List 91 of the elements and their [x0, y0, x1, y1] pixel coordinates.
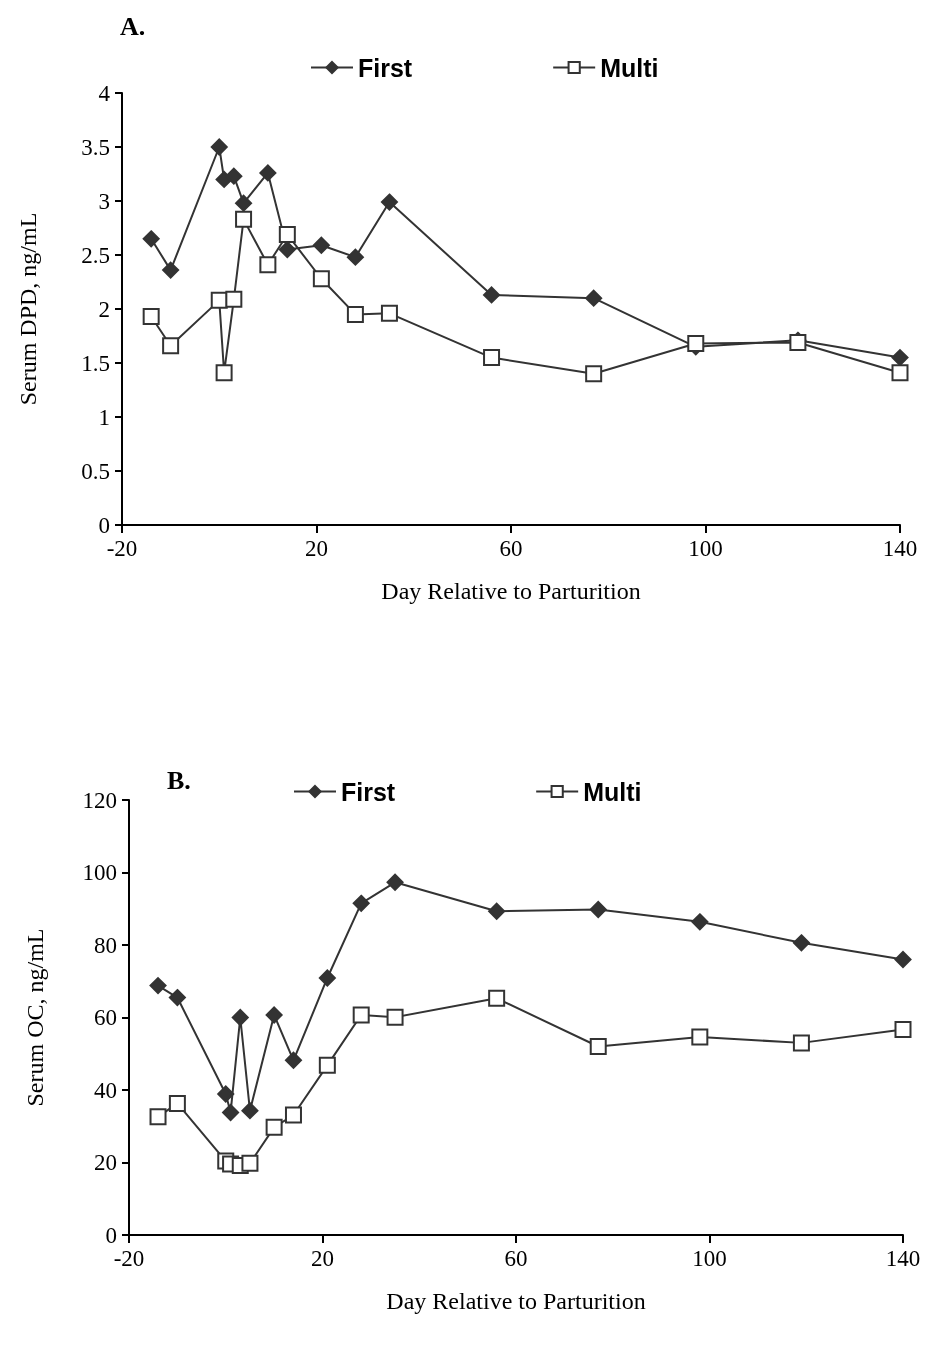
point	[265, 1006, 283, 1024]
x-tick-label: -20	[113, 1246, 145, 1271]
point	[488, 989, 506, 1007]
point	[225, 167, 243, 185]
point	[215, 364, 233, 382]
point	[894, 1020, 912, 1038]
point	[142, 230, 160, 248]
x-tick-label: 20	[311, 1246, 334, 1271]
point	[168, 989, 186, 1007]
point	[483, 286, 501, 304]
chart-title: B.	[167, 765, 191, 795]
y-tick-label: 0.5	[81, 458, 110, 484]
point	[142, 308, 160, 326]
y-tick-label: 2	[98, 296, 110, 322]
y-tick-label: 0	[98, 512, 110, 538]
point	[222, 1103, 240, 1121]
point	[585, 289, 603, 307]
x-axis-title: Day Relative to Parturition	[386, 1288, 646, 1314]
point	[168, 1094, 186, 1112]
point	[380, 304, 398, 322]
point	[488, 902, 506, 920]
x-tick-label: -20	[106, 536, 138, 561]
y-tick-label: 1	[98, 404, 110, 430]
point	[241, 1154, 259, 1172]
x-tick-label: 60	[504, 1246, 528, 1271]
point	[346, 248, 364, 266]
point	[149, 1108, 167, 1126]
y-tick-label: 20	[94, 1150, 117, 1175]
y-tick-label: 40	[94, 1077, 117, 1103]
legend-label: First	[341, 777, 396, 806]
y-axis-title: Serum DPD, ng/mL	[15, 212, 41, 406]
x-tick-label: 140	[885, 1246, 921, 1271]
y-tick-label: 120	[82, 787, 117, 813]
point	[891, 349, 909, 367]
x-axis-title: Day Relative to Parturition	[381, 578, 641, 604]
point	[259, 256, 277, 274]
point	[231, 1009, 249, 1026]
x-tick-label: 100	[688, 536, 723, 561]
point	[585, 365, 603, 383]
point	[691, 1028, 709, 1046]
point	[589, 1038, 607, 1055]
point	[312, 236, 330, 254]
y-tick-label: 100	[82, 860, 117, 885]
point	[284, 1051, 302, 1069]
legend-label: First	[358, 53, 413, 82]
point	[217, 1085, 235, 1103]
point	[352, 894, 370, 912]
point	[241, 1102, 259, 1120]
point	[235, 194, 253, 212]
y-tick-label: 80	[94, 932, 117, 958]
point	[894, 951, 912, 968]
point	[346, 305, 364, 323]
y-tick-label: 4	[98, 80, 111, 106]
point	[891, 364, 909, 382]
point	[318, 1056, 336, 1074]
point	[278, 225, 296, 243]
legend-label: Multi	[583, 777, 642, 806]
point	[162, 261, 180, 279]
point	[792, 1034, 810, 1052]
x-tick-label: 20	[305, 536, 328, 561]
point	[162, 337, 180, 355]
legend-label: Multi	[600, 53, 659, 82]
point	[312, 270, 330, 288]
point	[691, 913, 709, 931]
point	[149, 977, 167, 995]
chart-title: A.	[120, 11, 146, 41]
x-tick-label: 140	[882, 536, 918, 561]
y-tick-label: 1.5	[81, 350, 110, 376]
point	[259, 164, 277, 182]
y-tick-label: 2.5	[81, 242, 110, 268]
x-tick-label: 60	[499, 536, 523, 561]
point	[284, 1106, 302, 1124]
point	[265, 1118, 283, 1136]
point	[235, 210, 253, 228]
point	[210, 138, 228, 156]
point	[318, 969, 336, 987]
y-tick-label: 0	[105, 1222, 117, 1248]
y-tick-label: 60	[94, 1005, 117, 1030]
point	[386, 873, 404, 891]
x-tick-label: 100	[692, 1246, 727, 1271]
point	[380, 193, 398, 211]
point	[589, 900, 607, 918]
y-tick-label: 3.5	[81, 134, 110, 160]
point	[483, 349, 501, 367]
y-tick-label: 3	[98, 188, 110, 214]
point	[225, 290, 243, 308]
point	[278, 241, 296, 259]
point	[386, 1008, 404, 1026]
y-axis-title: Serum OC, ng/mL	[22, 928, 48, 1107]
point	[352, 1006, 370, 1024]
point	[792, 934, 810, 952]
